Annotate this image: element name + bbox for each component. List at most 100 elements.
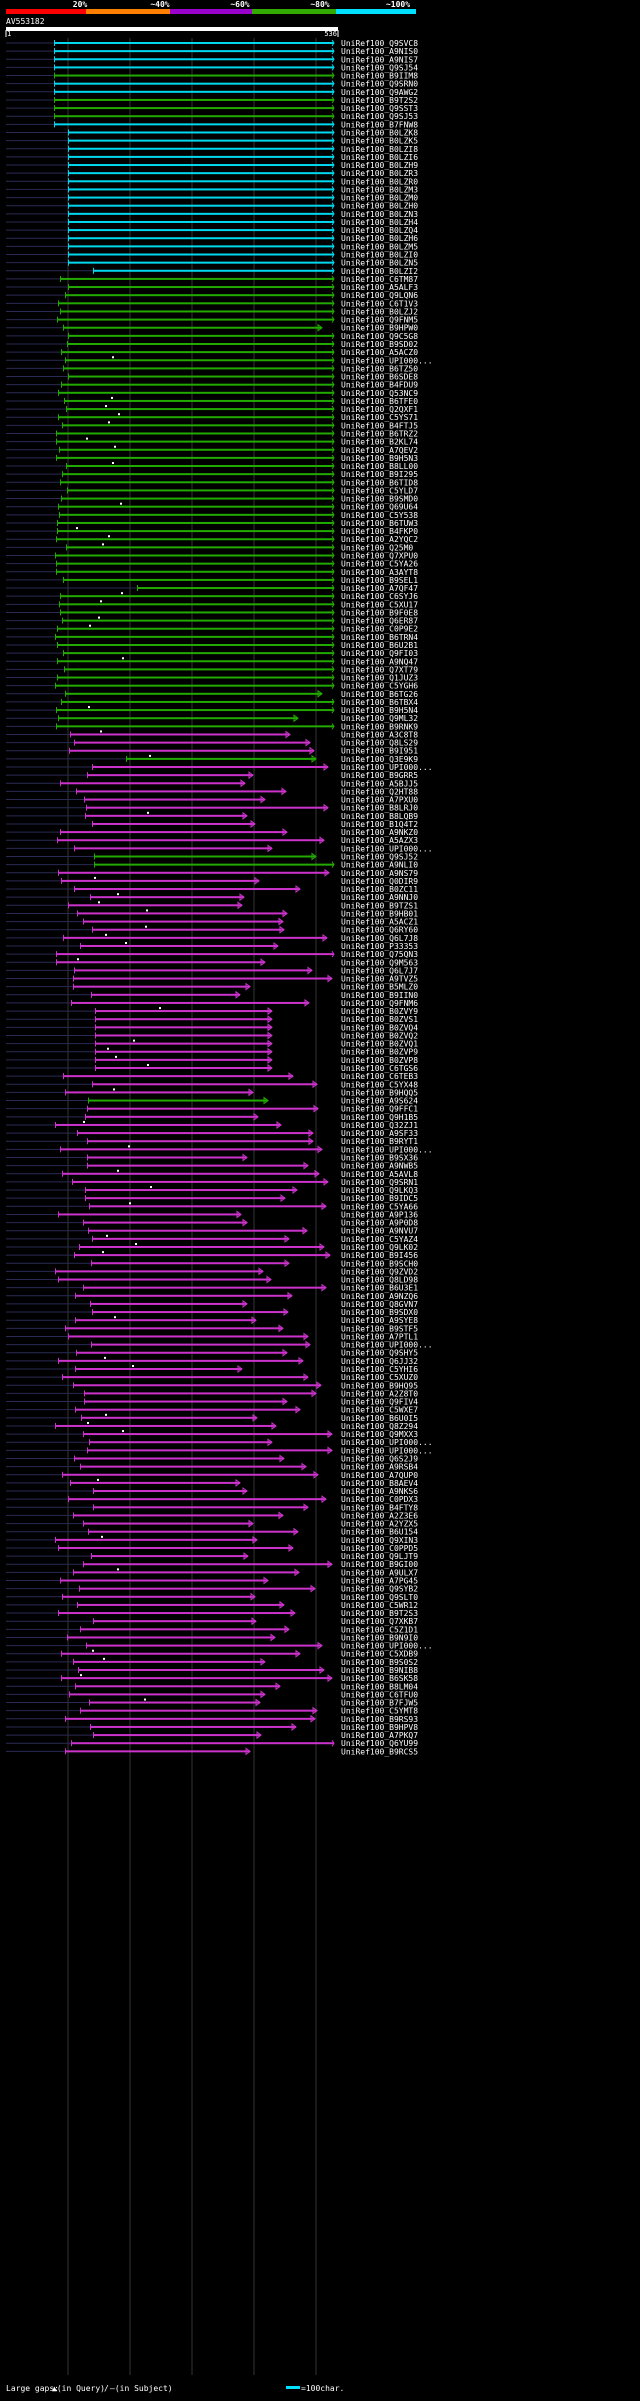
hit-bar[interactable] — [75, 1368, 242, 1371]
hit-label[interactable]: UniRef100_B6U3E1 — [341, 1284, 418, 1293]
hit-bar[interactable] — [54, 58, 334, 61]
hit-label[interactable]: UniRef100_C6T1V3 — [341, 299, 418, 308]
hit-label[interactable]: UniRef100_B9I295 — [341, 470, 418, 479]
hit-row[interactable]: UniRef100_Q6L7J7 — [6, 966, 418, 975]
hit-label[interactable]: UniRef100_UPI000... — [341, 1438, 433, 1447]
hit-bar[interactable] — [87, 1449, 332, 1452]
hit-label[interactable]: UniRef100_B4FTJ5 — [341, 421, 418, 430]
hit-label[interactable]: UniRef100_C5YLD7 — [341, 486, 418, 495]
hit-row[interactable]: UniRef100_B0LZJ2 — [6, 307, 418, 316]
hit-bar[interactable] — [60, 595, 334, 598]
hit-label[interactable]: UniRef100_B9IDC5 — [341, 1194, 418, 1203]
hit-label[interactable]: UniRef100_B8AEV4 — [341, 1479, 418, 1488]
hit-row[interactable]: UniRef100_A7QEV2 — [6, 445, 418, 455]
hit-row[interactable]: UniRef100_A9TVZ5 — [6, 974, 418, 984]
hit-bar[interactable] — [68, 904, 242, 907]
hit-bar[interactable] — [65, 359, 334, 362]
hit-row[interactable]: UniRef100_B6TUW3 — [6, 519, 418, 528]
hit-bar[interactable] — [81, 1416, 257, 1419]
hit-label[interactable]: UniRef100_A7QUP0 — [341, 1471, 418, 1480]
hit-bar[interactable] — [58, 1612, 295, 1615]
hit-bar[interactable] — [73, 1514, 283, 1517]
hit-row[interactable]: UniRef100_B0LZK8 — [6, 128, 418, 137]
hit-label[interactable]: UniRef100_A7PKQ7 — [341, 1731, 418, 1740]
hit-row[interactable]: UniRef100_C5YS71 — [6, 413, 418, 422]
hit-label[interactable]: UniRef100_B0LZI6 — [341, 153, 418, 162]
hit-bar[interactable] — [56, 961, 265, 964]
hit-row[interactable]: UniRef100_A9NVU7 — [6, 1227, 418, 1236]
hit-label[interactable]: UniRef100_Q3E9K9 — [341, 755, 418, 764]
hit-bar[interactable] — [66, 546, 334, 549]
hit-row[interactable]: UniRef100_A9NKZ0 — [6, 828, 418, 837]
hit-row[interactable]: UniRef100_C5YMT8 — [6, 1707, 418, 1716]
hit-bar[interactable] — [83, 1563, 332, 1566]
hit-row[interactable]: UniRef100_B7FNW8 — [6, 120, 418, 129]
hit-label[interactable]: UniRef100_B9RYT1 — [341, 1137, 418, 1146]
hit-label[interactable]: UniRef100_Q9SRN1 — [341, 1178, 418, 1187]
hit-label[interactable]: UniRef100_B4FTY8 — [341, 1503, 418, 1512]
hit-label[interactable]: UniRef100_UPI000... — [341, 844, 433, 853]
hit-bar[interactable] — [65, 1717, 315, 1720]
hit-label[interactable]: UniRef100_Q9SRN0 — [341, 80, 418, 89]
hit-row[interactable]: UniRef100_C6SYJ6 — [6, 592, 418, 601]
hit-row[interactable]: UniRef100_B8LM04 — [6, 1682, 418, 1691]
hit-row[interactable]: UniRef100_UPI000... — [6, 356, 433, 365]
hit-row[interactable]: UniRef100_A2YZX5 — [6, 1520, 418, 1529]
hit-row[interactable]: UniRef100_B9H5N3 — [6, 454, 418, 463]
hit-label[interactable]: UniRef100_Q9SST3 — [341, 104, 418, 113]
hit-label[interactable]: UniRef100_B6U2B1 — [341, 641, 418, 650]
hit-bar[interactable] — [74, 1457, 284, 1460]
hit-row[interactable]: UniRef100_Q6JJ32 — [6, 1356, 418, 1366]
hit-label[interactable]: UniRef100_P33353 — [341, 942, 418, 951]
hit-bar[interactable] — [88, 1229, 307, 1232]
hit-row[interactable]: UniRef100_Q6L7J8 — [6, 933, 418, 943]
hit-label[interactable]: UniRef100_B9HQQ5 — [341, 1088, 418, 1097]
hit-label[interactable]: UniRef100_B9F0E8 — [341, 608, 418, 617]
hit-bar[interactable] — [65, 294, 334, 297]
hit-bar[interactable] — [56, 456, 334, 459]
hit-row[interactable]: UniRef100_B6TG26 — [6, 690, 418, 699]
hit-bar[interactable] — [61, 700, 334, 703]
hit-label[interactable]: UniRef100_A9P136 — [341, 1210, 418, 1219]
hit-bar[interactable] — [92, 1311, 288, 1314]
hit-bar[interactable] — [74, 741, 310, 744]
hit-row[interactable]: UniRef100_A5ACZ0 — [6, 348, 418, 357]
hit-label[interactable]: UniRef100_A7PG45 — [341, 1577, 418, 1586]
hit-bar[interactable] — [56, 562, 334, 565]
hit-label[interactable]: UniRef100_B9SDX0 — [341, 1308, 418, 1317]
hit-bar[interactable] — [68, 334, 334, 337]
hit-bar[interactable] — [79, 1587, 315, 1590]
hit-bar[interactable] — [68, 245, 334, 248]
hit-bar[interactable] — [83, 920, 283, 923]
hit-bar[interactable] — [73, 985, 250, 988]
hit-label[interactable]: UniRef100_B6SDE8 — [341, 373, 418, 382]
hit-row[interactable]: UniRef100_C0PDX3 — [6, 1495, 418, 1504]
hit-label[interactable]: UniRef100_A9P0D8 — [341, 1219, 418, 1228]
hit-row[interactable]: UniRef100_B0LZI6 — [6, 153, 418, 162]
hit-label[interactable]: UniRef100_Q9M563 — [341, 958, 418, 967]
hit-bar[interactable] — [58, 1213, 241, 1216]
hit-row[interactable]: UniRef100_C5WXE7 — [6, 1405, 418, 1415]
hit-bar[interactable] — [59, 513, 334, 516]
hit-bar[interactable] — [68, 147, 334, 150]
hit-row[interactable]: UniRef100_B0ZVP8 — [6, 1055, 418, 1065]
hit-row[interactable]: UniRef100_B9GI00 — [6, 1560, 418, 1569]
hit-label[interactable]: UniRef100_B0LZH4 — [341, 218, 418, 227]
hit-row[interactable]: UniRef100_B4FTY8 — [6, 1503, 418, 1512]
hit-bar[interactable] — [90, 896, 244, 899]
hit-bar[interactable] — [73, 1660, 265, 1663]
hit-row[interactable]: UniRef100_B9RNK9 — [6, 722, 418, 731]
hit-label[interactable]: UniRef100_B9SD02 — [341, 340, 418, 349]
hit-bar[interactable] — [54, 50, 334, 53]
hit-row[interactable]: UniRef100_B0ZVQ1 — [6, 1039, 418, 1049]
hit-label[interactable]: UniRef100_A7QF47 — [341, 584, 418, 593]
hit-label[interactable]: UniRef100_C0PPD5 — [341, 1544, 418, 1553]
hit-row[interactable]: UniRef100_B9SDX0 — [6, 1308, 418, 1317]
hit-row[interactable]: UniRef100_A9SF33 — [6, 1129, 418, 1138]
hit-bar[interactable] — [90, 1302, 247, 1305]
hit-bar[interactable] — [94, 863, 334, 866]
hit-label[interactable]: UniRef100_A9SYE8 — [341, 1316, 418, 1325]
hit-row[interactable]: UniRef100_Q9SJ53 — [6, 112, 418, 121]
hit-label[interactable]: UniRef100_Q25M0 — [341, 543, 413, 552]
hit-label[interactable]: UniRef100_A9NKZ0 — [341, 828, 418, 837]
